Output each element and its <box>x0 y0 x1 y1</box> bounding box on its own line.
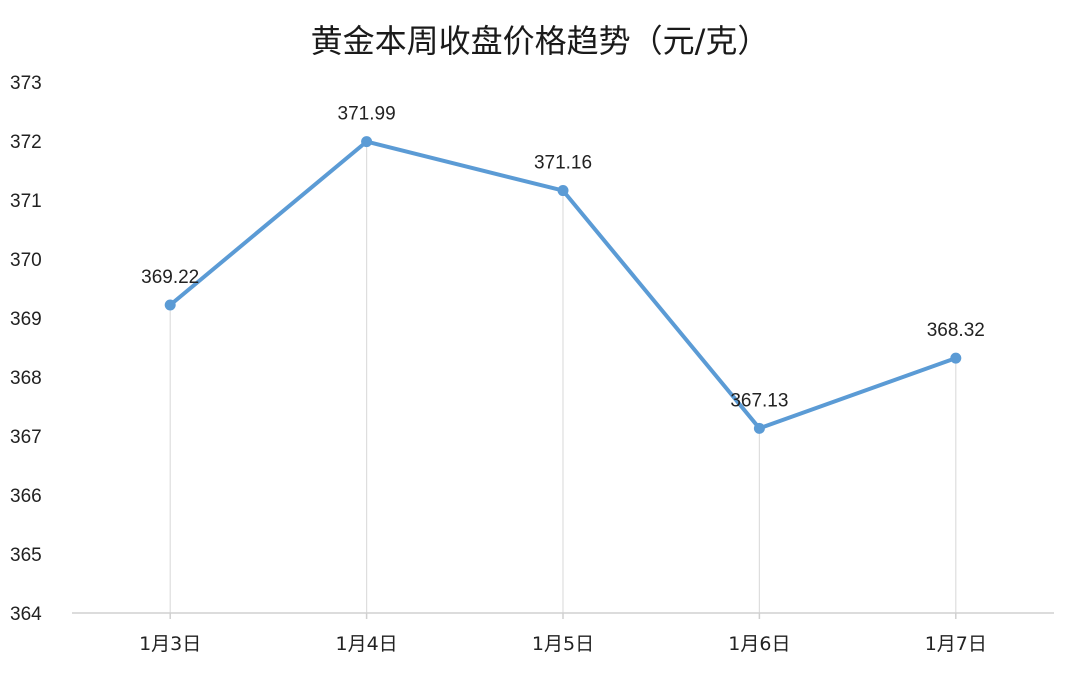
y-tick-label: 373 <box>10 73 42 94</box>
y-tick-label: 372 <box>10 132 42 153</box>
chart-title: 黄金本周收盘价格趋势（元/克） <box>311 22 770 60</box>
x-tick-label: 1月5日 <box>532 633 594 655</box>
y-tick-label: 369 <box>10 309 42 330</box>
y-axis: 364 365 366 367 368 369 370 371 372 373 <box>10 73 42 625</box>
y-tick-label: 370 <box>10 250 42 271</box>
series <box>164 136 962 434</box>
data-labels: 369.22 371.99 371.16 367.13 368.32 <box>141 104 985 412</box>
data-label: 371.16 <box>534 153 592 174</box>
x-tick-label: 1月7日 <box>925 633 987 655</box>
y-tick-label: 364 <box>10 604 42 625</box>
data-point <box>753 422 765 434</box>
x-tick-label: 1月4日 <box>336 633 398 655</box>
data-point <box>164 299 176 311</box>
drop-lines <box>169 141 957 613</box>
y-tick-label: 368 <box>10 368 42 389</box>
y-tick-label: 371 <box>10 191 42 212</box>
data-point <box>950 352 962 364</box>
data-point <box>361 136 373 148</box>
y-tick-label: 366 <box>10 486 42 507</box>
data-label: 371.99 <box>338 104 396 125</box>
data-label: 367.13 <box>730 390 788 411</box>
y-tick-label: 365 <box>10 545 42 566</box>
x-tick-label: 1月3日 <box>139 633 201 655</box>
y-tick-label: 367 <box>10 427 42 448</box>
data-label: 368.32 <box>927 320 985 341</box>
x-axis: 1月3日 1月4日 1月5日 1月6日 1月7日 <box>139 613 987 655</box>
data-label: 369.22 <box>141 267 199 288</box>
x-tick-label: 1月6日 <box>728 633 790 655</box>
data-point <box>557 185 569 197</box>
